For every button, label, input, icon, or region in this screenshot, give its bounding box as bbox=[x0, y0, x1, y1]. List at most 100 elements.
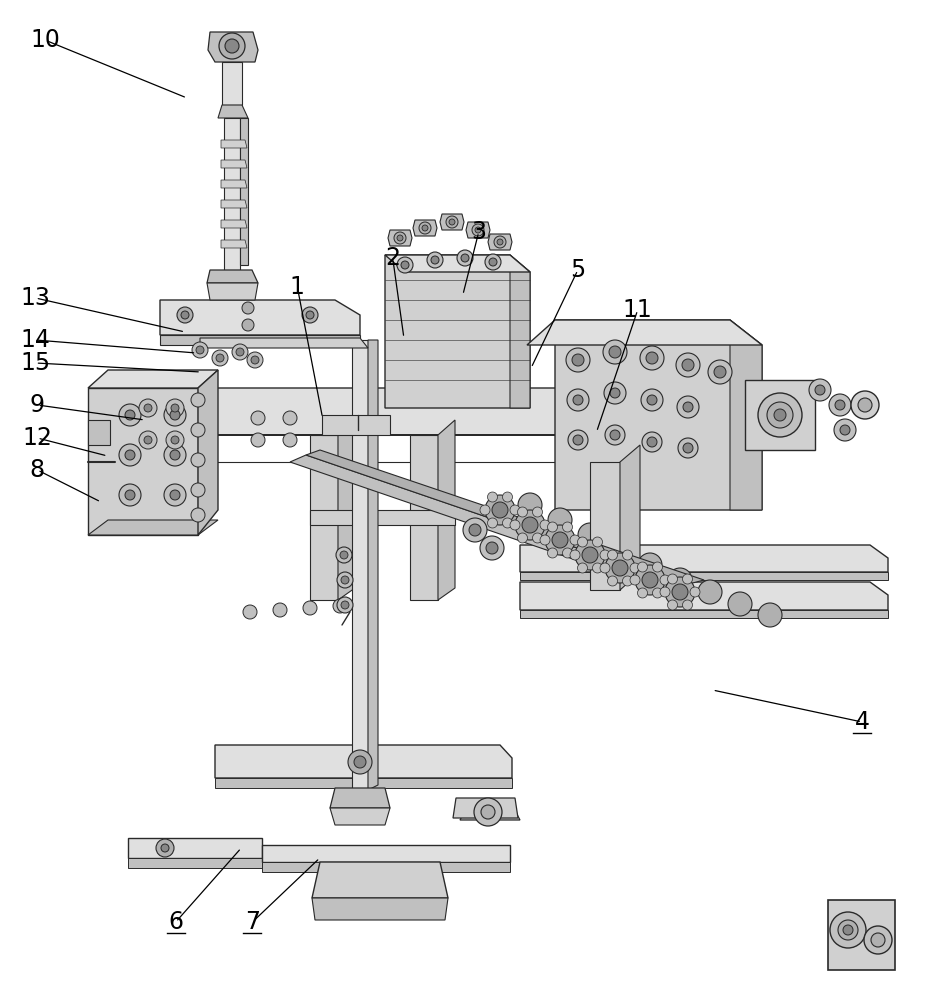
Circle shape bbox=[660, 575, 670, 585]
Circle shape bbox=[242, 302, 254, 314]
Text: 3: 3 bbox=[471, 220, 486, 244]
Circle shape bbox=[125, 490, 135, 500]
Circle shape bbox=[582, 547, 598, 563]
Circle shape bbox=[164, 404, 186, 426]
Polygon shape bbox=[510, 255, 530, 408]
Polygon shape bbox=[527, 320, 762, 345]
Text: 1: 1 bbox=[290, 275, 305, 299]
Circle shape bbox=[533, 533, 542, 543]
Circle shape bbox=[119, 484, 141, 506]
Circle shape bbox=[665, 577, 695, 607]
Circle shape bbox=[475, 227, 481, 233]
Circle shape bbox=[219, 33, 245, 59]
Circle shape bbox=[545, 525, 575, 555]
Circle shape bbox=[492, 502, 508, 518]
Circle shape bbox=[604, 382, 626, 404]
Polygon shape bbox=[488, 234, 512, 250]
Circle shape bbox=[472, 224, 484, 236]
Circle shape bbox=[683, 443, 693, 453]
Polygon shape bbox=[262, 862, 510, 872]
Polygon shape bbox=[88, 520, 218, 535]
Circle shape bbox=[216, 354, 224, 362]
Circle shape bbox=[623, 576, 632, 586]
Circle shape bbox=[567, 389, 589, 411]
Polygon shape bbox=[330, 808, 390, 825]
Circle shape bbox=[510, 520, 520, 530]
Circle shape bbox=[672, 584, 688, 600]
Circle shape bbox=[533, 507, 542, 517]
Circle shape bbox=[708, 360, 732, 384]
Polygon shape bbox=[200, 435, 630, 462]
Circle shape bbox=[474, 798, 502, 826]
Circle shape bbox=[161, 844, 169, 852]
Polygon shape bbox=[438, 420, 455, 600]
Circle shape bbox=[653, 588, 663, 598]
Circle shape bbox=[605, 425, 625, 445]
Circle shape bbox=[251, 411, 265, 425]
Circle shape bbox=[548, 522, 557, 532]
Circle shape bbox=[683, 574, 693, 584]
Circle shape bbox=[196, 346, 204, 354]
Polygon shape bbox=[520, 582, 888, 610]
Circle shape bbox=[191, 508, 205, 522]
Circle shape bbox=[864, 926, 892, 954]
Circle shape bbox=[225, 39, 239, 53]
Circle shape bbox=[660, 587, 670, 597]
Polygon shape bbox=[368, 340, 378, 790]
Polygon shape bbox=[221, 160, 247, 168]
Circle shape bbox=[489, 258, 497, 266]
Circle shape bbox=[517, 507, 527, 517]
Circle shape bbox=[653, 562, 663, 572]
Circle shape bbox=[431, 256, 439, 264]
Circle shape bbox=[481, 805, 495, 819]
Polygon shape bbox=[200, 388, 630, 435]
Polygon shape bbox=[590, 462, 620, 590]
Circle shape bbox=[515, 510, 545, 540]
Polygon shape bbox=[88, 420, 110, 445]
Circle shape bbox=[593, 563, 602, 573]
Text: 2: 2 bbox=[385, 246, 400, 270]
Circle shape bbox=[302, 307, 318, 323]
Circle shape bbox=[283, 433, 297, 447]
Circle shape bbox=[510, 505, 520, 515]
Polygon shape bbox=[222, 62, 242, 105]
Circle shape bbox=[608, 576, 617, 586]
Circle shape bbox=[647, 395, 657, 405]
Polygon shape bbox=[352, 340, 368, 790]
Circle shape bbox=[851, 391, 879, 419]
Circle shape bbox=[623, 550, 632, 560]
Circle shape bbox=[485, 495, 515, 525]
Polygon shape bbox=[221, 200, 247, 208]
Circle shape bbox=[638, 553, 662, 577]
Circle shape bbox=[394, 232, 406, 244]
Circle shape bbox=[815, 385, 825, 395]
Text: 14: 14 bbox=[21, 328, 50, 352]
Circle shape bbox=[192, 342, 208, 358]
Circle shape bbox=[191, 423, 205, 437]
Circle shape bbox=[156, 839, 174, 857]
Circle shape bbox=[593, 537, 602, 547]
Circle shape bbox=[605, 553, 635, 583]
Polygon shape bbox=[198, 370, 218, 535]
Circle shape bbox=[573, 395, 583, 405]
Polygon shape bbox=[413, 220, 437, 236]
Polygon shape bbox=[322, 415, 390, 435]
Circle shape bbox=[166, 431, 184, 449]
Circle shape bbox=[486, 542, 498, 554]
Polygon shape bbox=[520, 572, 888, 580]
Polygon shape bbox=[221, 220, 247, 228]
Circle shape bbox=[487, 518, 497, 528]
Polygon shape bbox=[128, 858, 262, 868]
Circle shape bbox=[164, 444, 186, 466]
Polygon shape bbox=[310, 510, 455, 525]
Circle shape bbox=[139, 431, 157, 449]
Circle shape bbox=[119, 444, 141, 466]
Polygon shape bbox=[745, 380, 815, 450]
Polygon shape bbox=[385, 255, 530, 272]
Circle shape bbox=[630, 563, 640, 573]
Circle shape bbox=[125, 450, 135, 460]
Circle shape bbox=[273, 603, 287, 617]
Text: 11: 11 bbox=[623, 298, 653, 322]
Circle shape bbox=[212, 350, 228, 366]
Circle shape bbox=[243, 605, 257, 619]
